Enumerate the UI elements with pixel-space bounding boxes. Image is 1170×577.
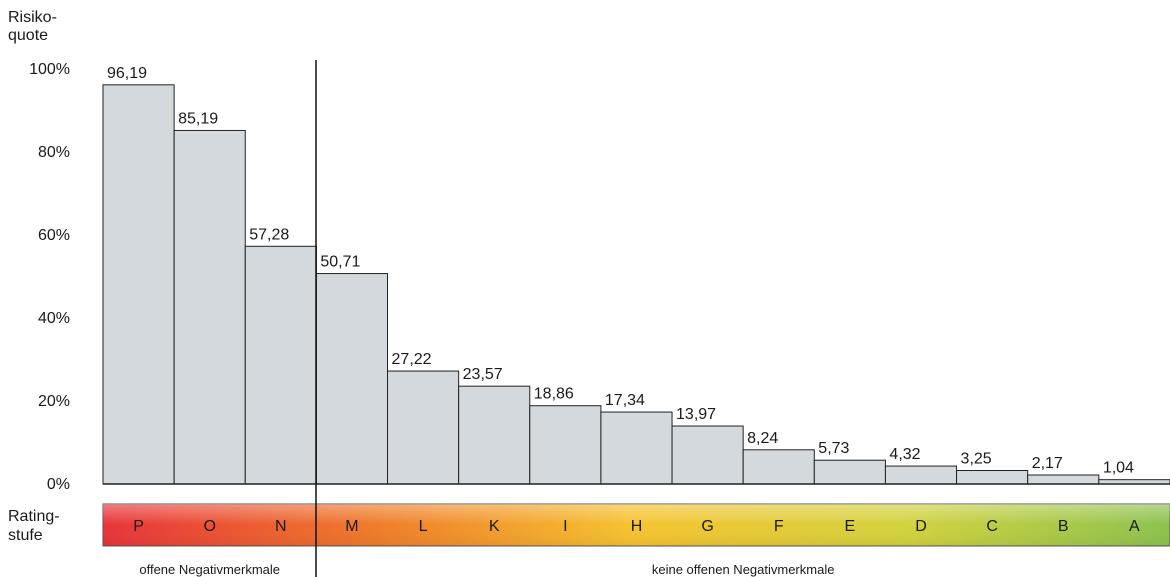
data-label-A: 1,04: [1103, 460, 1134, 477]
data-label-L: 27,22: [392, 351, 432, 368]
data-label-F: 8,24: [747, 430, 778, 447]
data-label-E: 5,73: [818, 440, 849, 457]
y-tick-label: 100%: [29, 61, 70, 78]
group-label-2: keine offenen Negativmerkmale: [652, 562, 835, 577]
rating-letter-M: M: [345, 518, 358, 535]
rating-letter-B: B: [1058, 518, 1069, 535]
rating-letter-N: N: [275, 518, 287, 535]
rating-letter-O: O: [203, 518, 215, 535]
x-axis-label-line-1: Rating-: [8, 508, 60, 525]
bar-G: [671, 425, 744, 485]
data-label-M: 50,71: [320, 254, 360, 271]
bar-H: [600, 411, 673, 485]
bar-E: [813, 459, 886, 485]
data-label-B: 2,17: [1032, 455, 1063, 472]
y-tick-label: 20%: [38, 393, 70, 410]
group-label-1: offene Negativmerkmale: [139, 562, 280, 577]
group-labels: offene Negativmerkmale keine offenen Nega…: [139, 562, 834, 577]
bar-F: [742, 449, 815, 485]
data-label-I: 18,86: [534, 386, 574, 403]
y-tick-label: 60%: [38, 227, 70, 244]
bar-L: [387, 370, 460, 485]
rating-letter-H: H: [631, 518, 643, 535]
bar-K: [458, 385, 531, 485]
rating-letter-C: C: [986, 518, 998, 535]
data-label-G: 13,97: [676, 406, 716, 423]
y-axis-label-line-2: quote: [8, 27, 48, 44]
y-tick-label: 80%: [38, 144, 70, 161]
data-label-O: 85,19: [178, 110, 218, 127]
data-labels-group: 96,19 85,19 57,28 50,71 27,22 23,57 18,86 17,34…: [107, 65, 1134, 477]
y-axis-ticks: 0% 20% 40% 60% 80% 100%: [29, 61, 70, 493]
rating-letter-F: F: [774, 518, 784, 535]
bar-P: [102, 84, 175, 485]
bar-I: [529, 405, 602, 485]
bar-O: [173, 129, 246, 485]
data-label-H: 17,34: [605, 392, 645, 409]
rating-letter-A: A: [1129, 518, 1140, 535]
rating-letter-K: K: [489, 518, 500, 535]
rating-letter-D: D: [915, 518, 927, 535]
rating-letter-G: G: [701, 518, 713, 535]
x-axis-label-line-2: stufe: [8, 527, 43, 544]
data-label-P: 96,19: [107, 65, 147, 82]
y-axis-label-line-1: Risiko-: [8, 9, 57, 26]
bar-B: [1027, 474, 1100, 485]
bar-D: [884, 465, 958, 485]
data-label-C: 3,25: [961, 451, 992, 468]
rating-letter-I: I: [563, 518, 567, 535]
bars-group: [102, 84, 1170, 485]
y-tick-label: 40%: [38, 310, 70, 327]
rating-scale-shading: [103, 504, 1170, 546]
data-label-K: 23,57: [463, 366, 503, 383]
rating-letter-E: E: [845, 518, 856, 535]
data-label-D: 4,32: [889, 446, 920, 463]
bar-C: [956, 470, 1029, 485]
data-label-N: 57,28: [249, 226, 289, 243]
bar-M: [315, 273, 389, 485]
bar-N: [244, 245, 317, 485]
rating-letter-P: P: [133, 518, 144, 535]
y-tick-label: 0%: [47, 476, 70, 493]
rating-letter-L: L: [419, 518, 428, 535]
